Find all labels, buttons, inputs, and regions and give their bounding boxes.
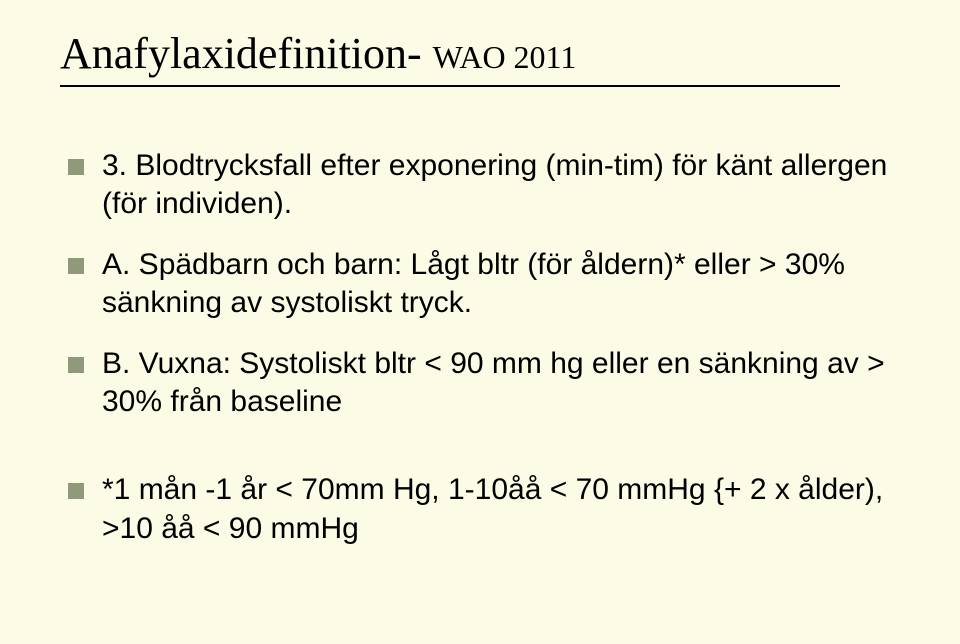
title-rule [60, 85, 840, 87]
bullet-square-icon [68, 357, 84, 373]
title-sub: WAO 2011 [433, 39, 577, 75]
slide: Anafylaxidefinition- WAO 2011 3. Blodtry… [0, 0, 960, 644]
title-main: Anafylaxidefinition- [60, 29, 433, 78]
list-item: 3. Blodtrycksfall efter exponering (min-… [68, 147, 900, 224]
list-item: *1 mån -1 år < 70mm Hg, 1-10åå < 70 mmHg… [68, 471, 900, 548]
bullet-square-icon [68, 159, 84, 175]
bullet-square-icon [68, 258, 84, 274]
bullet-text: *1 mån -1 år < 70mm Hg, 1-10åå < 70 mmHg… [102, 471, 900, 548]
title-block: Anafylaxidefinition- WAO 2011 [60, 28, 900, 79]
bullet-list: 3. Blodtrycksfall efter exponering (min-… [60, 147, 900, 548]
spacer [68, 443, 900, 471]
list-item: B. Vuxna: Systoliskt bltr < 90 mm hg ell… [68, 345, 900, 422]
bullet-text: B. Vuxna: Systoliskt bltr < 90 mm hg ell… [102, 345, 900, 422]
bullet-text: 3. Blodtrycksfall efter exponering (min-… [102, 147, 900, 224]
bullet-text: A. Spädbarn och barn: Lågt bltr (för åld… [102, 246, 900, 323]
list-item: A. Spädbarn och barn: Lågt bltr (för åld… [68, 246, 900, 323]
bullet-square-icon [68, 483, 84, 499]
